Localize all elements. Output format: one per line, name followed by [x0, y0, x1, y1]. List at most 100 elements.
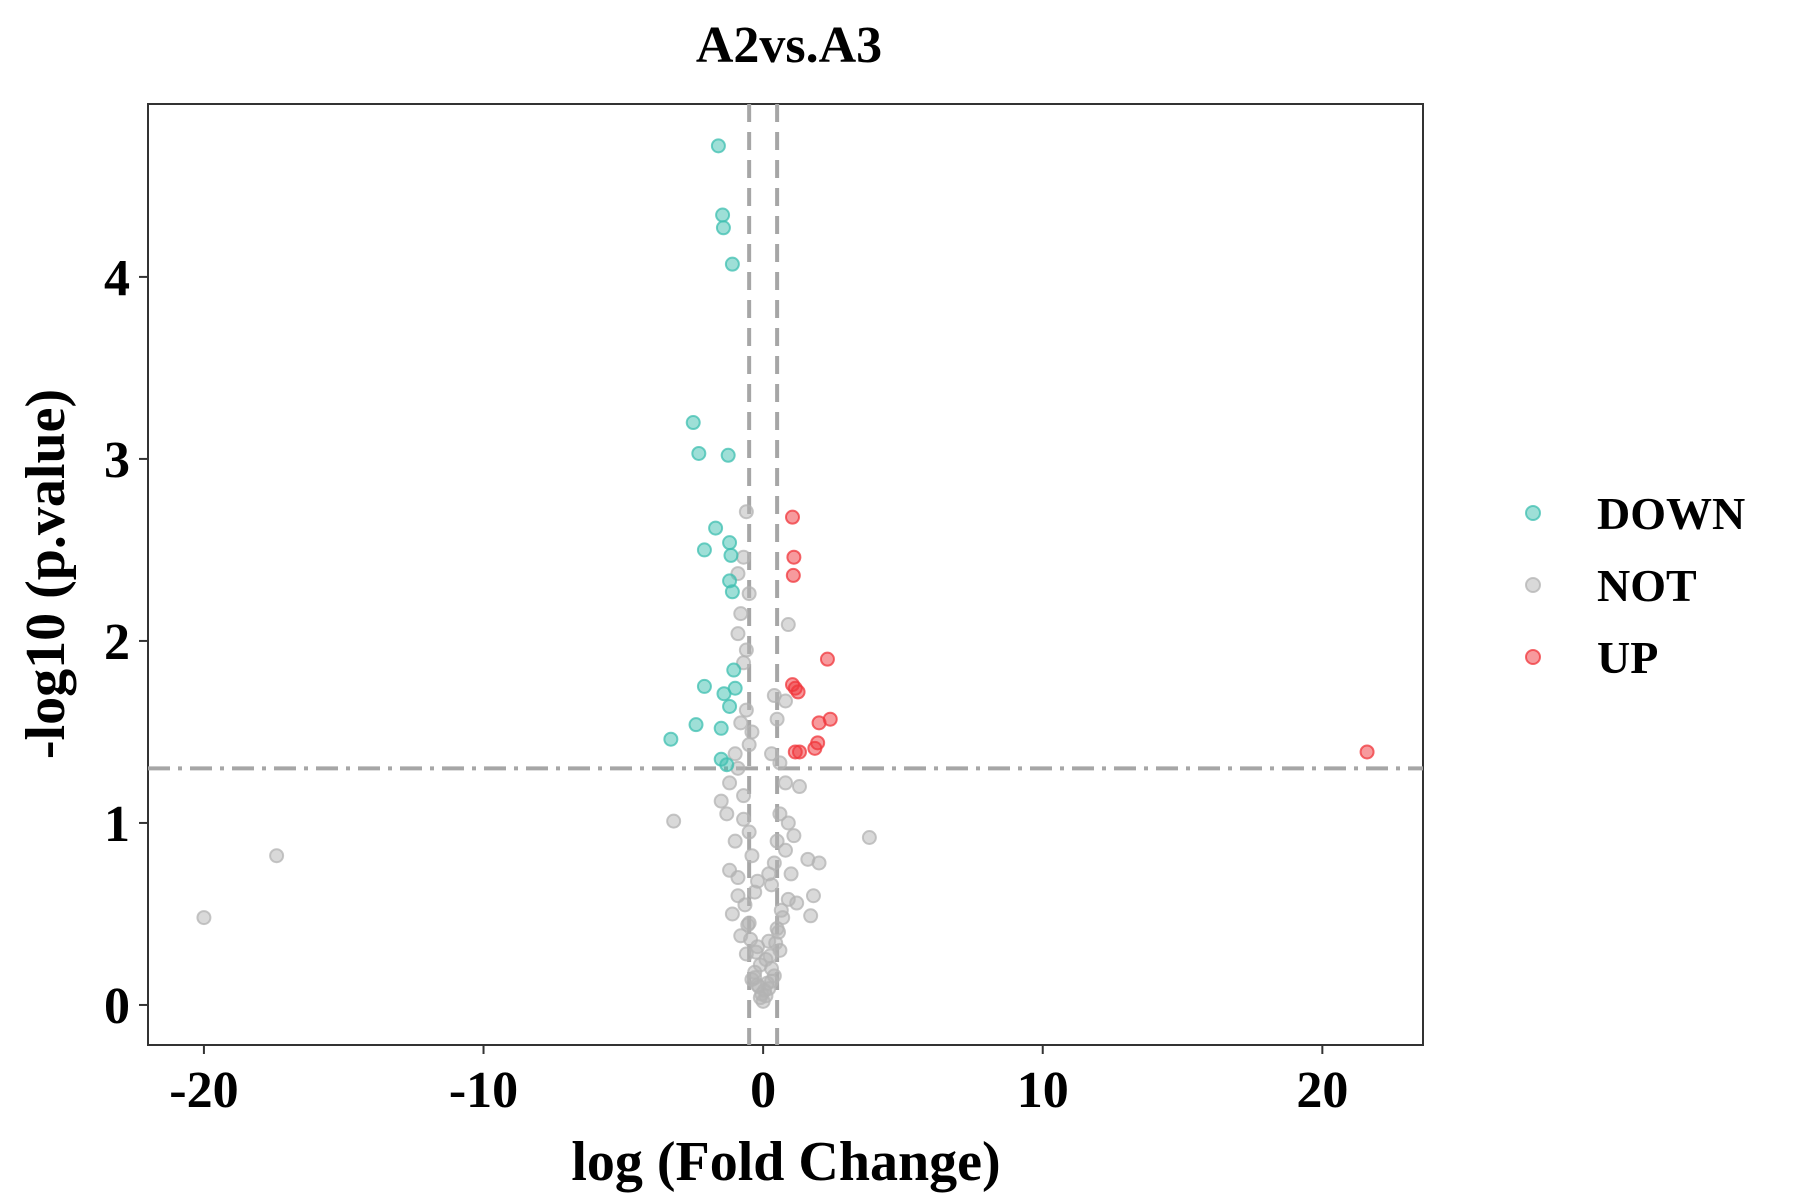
point-not — [713, 793, 729, 809]
point-not — [771, 924, 787, 940]
point-down — [726, 662, 742, 678]
point-not — [791, 779, 807, 795]
point-not — [747, 970, 763, 986]
y-tick-label: 0 — [104, 978, 130, 1035]
point-not — [764, 746, 780, 762]
point-not — [778, 693, 793, 709]
point-not — [727, 746, 743, 762]
point-down — [696, 678, 712, 694]
point-not — [733, 715, 749, 731]
point-not — [741, 824, 757, 840]
x-axis-title: log (Fold Change) — [571, 1131, 1000, 1193]
legend-key-not — [1525, 577, 1541, 593]
point-not — [769, 711, 785, 727]
point-not — [724, 906, 740, 922]
legend: DOWN NOT UP — [1525, 488, 1745, 683]
point-down — [723, 547, 739, 563]
point-not — [730, 870, 746, 886]
point-not — [744, 848, 760, 864]
point-not — [269, 848, 285, 864]
point-not — [738, 504, 754, 520]
point-not — [772, 806, 788, 822]
point-not — [764, 973, 780, 989]
y-axis: 0 1 2 3 4 — [104, 250, 148, 1035]
point-not — [736, 549, 752, 565]
point-down — [691, 445, 707, 461]
point-not — [769, 833, 785, 849]
point-not — [738, 642, 754, 658]
legend-key-down — [1525, 505, 1541, 521]
point-not — [736, 811, 752, 827]
point-not — [730, 626, 746, 642]
plot-frame — [147, 103, 1424, 1046]
point-down — [716, 686, 732, 702]
point-down — [685, 415, 701, 431]
point-down — [696, 542, 712, 558]
point-not — [736, 788, 752, 804]
plot-area — [147, 103, 1424, 1046]
point-not — [805, 888, 821, 904]
y-axis-title: -log10 (p.value) — [15, 389, 77, 759]
point-not — [666, 813, 682, 829]
point-up — [786, 549, 802, 565]
point-down — [710, 138, 726, 154]
point-not — [811, 855, 827, 871]
point-down — [715, 220, 731, 236]
point-not — [743, 931, 759, 947]
point-not — [727, 833, 743, 849]
point-down — [713, 720, 729, 736]
y-tick-label: 4 — [104, 250, 130, 307]
point-down — [719, 757, 735, 773]
point-not — [741, 737, 757, 753]
y-tick-label: 3 — [104, 432, 130, 489]
point-not — [762, 948, 778, 964]
point-not — [736, 655, 752, 671]
point-down — [688, 717, 704, 733]
point-up — [790, 684, 806, 700]
legend-label-up: UP — [1597, 632, 1658, 683]
x-tick-label: -10 — [449, 1062, 518, 1119]
legend-label-down: DOWN — [1597, 488, 1745, 539]
point-not — [861, 830, 877, 846]
point-up — [787, 744, 803, 760]
point-not — [783, 866, 799, 882]
point-not — [719, 806, 735, 822]
x-tick-label: 10 — [1017, 1062, 1069, 1119]
point-down — [715, 207, 731, 223]
point-up — [819, 651, 835, 667]
chart-title: A2vs.A3 — [696, 17, 882, 74]
point-not — [780, 617, 796, 633]
point-down — [720, 447, 736, 463]
point-not — [761, 866, 777, 882]
point-not — [803, 908, 819, 924]
x-tick-label: 0 — [750, 1062, 776, 1119]
point-not — [738, 702, 754, 718]
point-not — [755, 993, 771, 1009]
point-not — [730, 888, 746, 904]
y-tick-label: 2 — [104, 614, 130, 671]
point-not — [780, 891, 796, 907]
data-points — [196, 138, 1375, 1009]
point-not — [786, 828, 802, 844]
point-up — [784, 509, 800, 525]
point-down — [708, 520, 724, 536]
point-not — [744, 724, 760, 740]
point-not — [741, 586, 757, 602]
point-not — [778, 775, 793, 791]
point-up — [1359, 744, 1375, 760]
legend-key-up — [1525, 649, 1541, 665]
x-tick-label: 20 — [1296, 1062, 1348, 1119]
point-not — [780, 815, 796, 831]
x-axis: -20 -10 0 10 20 — [169, 1045, 1348, 1119]
point-not — [748, 944, 764, 960]
point-down — [724, 256, 740, 272]
point-not — [772, 755, 788, 771]
point-up — [811, 715, 827, 731]
x-tick-label: -20 — [169, 1062, 238, 1119]
point-up — [785, 567, 801, 583]
point-not — [722, 775, 738, 791]
point-not — [740, 917, 756, 933]
point-down — [722, 698, 738, 714]
point-not — [773, 902, 789, 918]
